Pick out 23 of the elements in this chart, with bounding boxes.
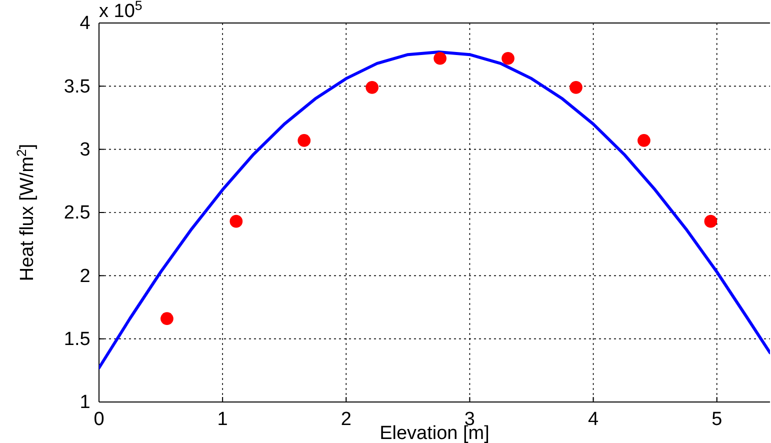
point [704,214,718,228]
x-tick-label: 2 [340,408,352,430]
point [434,52,446,65]
y-tick-label: 3 [80,139,90,160]
x-tick-label: 4 [588,408,599,430]
point [570,81,582,94]
y-tick-label: 4 [80,13,91,34]
y-tick-label: 2 [80,266,90,287]
point [366,81,379,94]
y-tick-label: 1.5 [64,328,90,350]
point [638,134,650,147]
y-tick-label: 1 [80,392,90,414]
x-tick-label: 0 [94,408,104,430]
point [160,312,174,326]
x-tick-label: 5 [712,408,722,430]
point [502,52,514,65]
y-tick-label: 2.5 [64,202,90,224]
line-series [99,50,770,370]
y-tick-label: 3.5 [64,76,90,98]
x-tick-label: 1 [217,408,228,430]
text: x 10$^{5}$ [99,0,142,22]
point [230,214,243,228]
point [298,134,311,147]
